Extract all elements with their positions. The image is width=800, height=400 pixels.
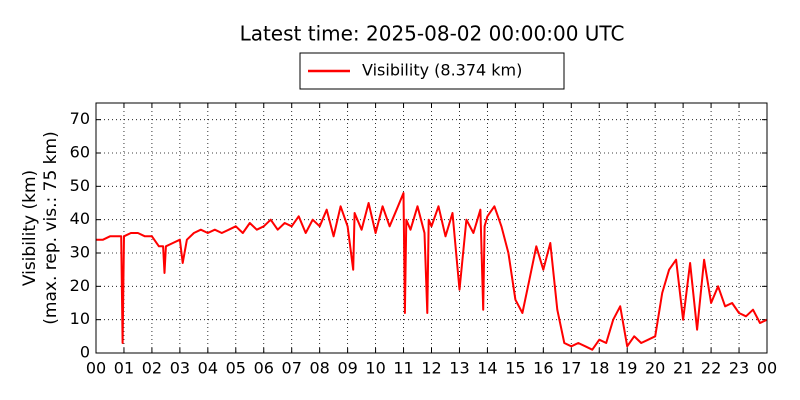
y-tick-label: 40 [70, 209, 90, 228]
y-tick-label: 70 [70, 109, 90, 128]
x-tick-label: 05 [226, 359, 246, 378]
legend-label: Visibility (8.374 km) [362, 61, 522, 80]
x-tick-label: 08 [309, 359, 329, 378]
x-tick-label: 10 [365, 359, 385, 378]
y-tick-label: 0 [80, 343, 90, 362]
x-tick-label: 16 [533, 359, 553, 378]
x-tick-label: 22 [701, 359, 721, 378]
x-tick-label: 12 [421, 359, 441, 378]
chart-title: Latest time: 2025-08-02 00:00:00 UTC [240, 22, 625, 46]
x-tick-label: 19 [617, 359, 637, 378]
x-tick-label: 06 [254, 359, 274, 378]
x-tick-label: 14 [477, 359, 497, 378]
x-tick-label: 21 [673, 359, 693, 378]
x-tick-label: 03 [170, 359, 190, 378]
y-tick-label: 20 [70, 276, 90, 295]
y-tick-label: 10 [70, 309, 90, 328]
x-tick-label: 04 [198, 359, 218, 378]
x-tick-label: 15 [505, 359, 525, 378]
x-tick-label: 11 [393, 359, 413, 378]
y-tick-label: 50 [70, 176, 90, 195]
x-tick-label: 17 [561, 359, 581, 378]
x-tick-label: 00 [757, 359, 777, 378]
y-tick-label: 30 [70, 243, 90, 262]
x-tick-label: 01 [114, 359, 134, 378]
x-tick-label: 23 [729, 359, 749, 378]
x-tick-label: 09 [337, 359, 357, 378]
x-tick-label: 20 [645, 359, 665, 378]
x-tick-label: 13 [449, 359, 469, 378]
x-tick-label: 00 [86, 359, 106, 378]
y-axis-label: Visibility (km) [20, 170, 40, 286]
x-tick-label: 07 [282, 359, 302, 378]
x-tick-label: 18 [589, 359, 609, 378]
y-axis-label: (max. rep. vis.: 75 km) [41, 131, 61, 324]
line-series [96, 192, 768, 351]
x-tick-label: 02 [142, 359, 162, 378]
y-tick-label: 60 [70, 143, 90, 162]
plot-frame [95, 102, 768, 354]
